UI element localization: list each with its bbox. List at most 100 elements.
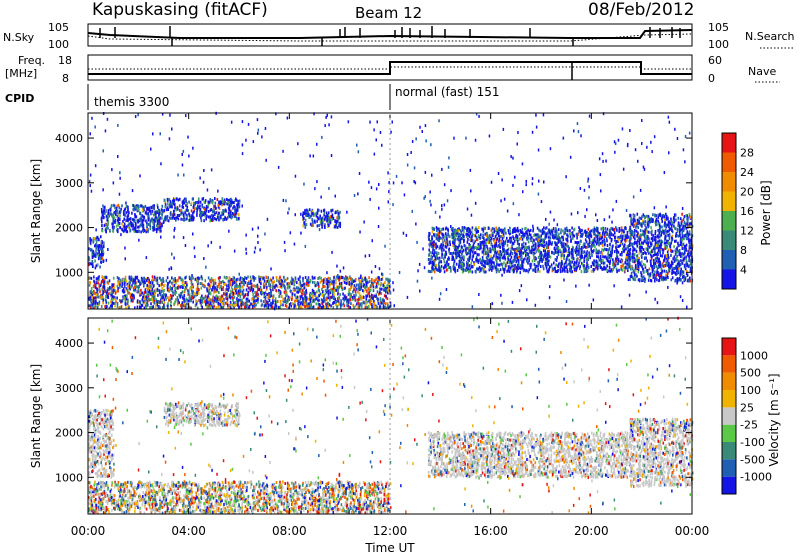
range-gate-cell bbox=[278, 306, 280, 309]
range-gate-cell bbox=[228, 278, 231, 281]
range-gate-cell bbox=[311, 291, 313, 295]
range-gate-cell bbox=[234, 206, 236, 210]
range-gate-cell bbox=[605, 248, 607, 252]
range-gate-cell bbox=[88, 304, 90, 308]
range-gate-cell bbox=[560, 254, 563, 258]
range-gate-cell bbox=[333, 289, 336, 293]
range-gate-cell bbox=[474, 259, 477, 263]
range-gate-cell bbox=[230, 203, 232, 207]
range-gate-cell bbox=[600, 259, 603, 263]
range-gate-cell bbox=[537, 255, 540, 259]
range-gate-cell bbox=[526, 232, 528, 236]
range-gate-cell bbox=[500, 253, 503, 257]
range-gate-cell bbox=[140, 292, 142, 296]
range-gate-cell bbox=[196, 213, 198, 217]
range-gate-cell bbox=[228, 286, 230, 290]
range-gate-cell bbox=[153, 292, 156, 296]
range-gate-cell bbox=[171, 287, 173, 291]
range-gate-cell bbox=[107, 292, 110, 296]
range-gate-cell bbox=[302, 217, 305, 221]
nsearch-tick-lo: 100 bbox=[708, 38, 729, 51]
range-gate-cell bbox=[606, 256, 609, 260]
range-gate-cell bbox=[495, 257, 497, 261]
range-gate-cell bbox=[139, 217, 142, 221]
range-gate-cell bbox=[470, 228, 473, 232]
range-gate-cell bbox=[90, 301, 93, 305]
range-gate-cell bbox=[156, 210, 159, 214]
range-gate-cell bbox=[568, 232, 571, 236]
range-gate-cell bbox=[440, 236, 442, 240]
range-gate-cell bbox=[527, 270, 530, 274]
range-gate-cell bbox=[334, 287, 336, 291]
range-gate-cell bbox=[507, 229, 510, 232]
range-gate-cell bbox=[546, 269, 548, 273]
range-gate-cell bbox=[549, 239, 551, 243]
range-gate-cell bbox=[91, 290, 94, 294]
range-gate-cell bbox=[196, 290, 198, 294]
range-gate-cell bbox=[141, 219, 144, 223]
range-gate-cell bbox=[475, 256, 478, 260]
range-gate-cell bbox=[161, 278, 163, 282]
range-gate-cell bbox=[240, 303, 242, 307]
range-gate-cell bbox=[489, 250, 491, 254]
range-gate-cell bbox=[132, 279, 135, 283]
range-gate-cell bbox=[113, 216, 116, 220]
range-gate-cell bbox=[515, 238, 517, 241]
range-gate-cell bbox=[327, 285, 330, 289]
range-gate-cell bbox=[353, 297, 356, 301]
range-gate-cell bbox=[437, 256, 439, 260]
range-gate-cell bbox=[367, 287, 370, 291]
range-gate-cell bbox=[574, 248, 577, 252]
range-gate-cell bbox=[535, 233, 538, 237]
range-gate-cell bbox=[325, 302, 327, 306]
range-gate-cell bbox=[295, 286, 298, 290]
range-gate-cell bbox=[212, 209, 214, 213]
range-gate-cell bbox=[543, 255, 545, 259]
range-gate-cell bbox=[471, 233, 474, 237]
range-gate-cell bbox=[431, 269, 433, 273]
range-gate-cell bbox=[537, 267, 539, 271]
range-gate-cell bbox=[271, 280, 273, 284]
range-gate-cell bbox=[606, 264, 608, 268]
range-gate-cell bbox=[157, 293, 159, 297]
range-gate-cell bbox=[101, 241, 104, 245]
range-gate-cell bbox=[501, 230, 504, 234]
range-gate-cell bbox=[281, 279, 283, 283]
range-gate-cell bbox=[365, 285, 368, 289]
range-gate-cell bbox=[119, 218, 121, 221]
range-gate-cell bbox=[98, 255, 101, 259]
range-gate-cell bbox=[208, 282, 210, 286]
range-gate-cell bbox=[135, 229, 137, 233]
range-gate-cell bbox=[161, 306, 164, 310]
range-gate-cell bbox=[197, 197, 200, 201]
range-gate-cell bbox=[138, 280, 141, 284]
range-gate-cell bbox=[249, 275, 252, 279]
range-gate-cell bbox=[135, 215, 138, 219]
range-gate-cell bbox=[101, 257, 104, 261]
range-gate-cell bbox=[222, 286, 224, 290]
range-gate-cell bbox=[317, 208, 319, 212]
range-gate-cell bbox=[567, 262, 570, 266]
range-gate-cell bbox=[290, 279, 293, 283]
range-gate-cell bbox=[495, 241, 498, 245]
range-gate-cell bbox=[620, 231, 623, 235]
range-gate-cell bbox=[93, 279, 95, 283]
range-gate-cell bbox=[614, 231, 616, 235]
range-gate-cell bbox=[357, 283, 360, 287]
range-gate-cell bbox=[441, 255, 443, 259]
range-gate-cell bbox=[437, 232, 440, 236]
range-gate-cell bbox=[174, 279, 177, 283]
range-gate-cell bbox=[536, 226, 539, 230]
range-gate-cell bbox=[624, 239, 627, 243]
range-gate-cell bbox=[175, 290, 177, 294]
range-gate-cell bbox=[314, 298, 316, 302]
range-gate-cell bbox=[208, 289, 210, 293]
range-gate-cell bbox=[283, 290, 286, 294]
range-gate-cell bbox=[540, 229, 542, 233]
range-gate-cell bbox=[93, 289, 95, 293]
range-gate-cell bbox=[95, 264, 98, 268]
range-gate-cell bbox=[299, 279, 301, 283]
range-gate-cell bbox=[158, 300, 160, 304]
range-gate-cell bbox=[104, 211, 106, 215]
range-gate-cell bbox=[283, 283, 285, 287]
